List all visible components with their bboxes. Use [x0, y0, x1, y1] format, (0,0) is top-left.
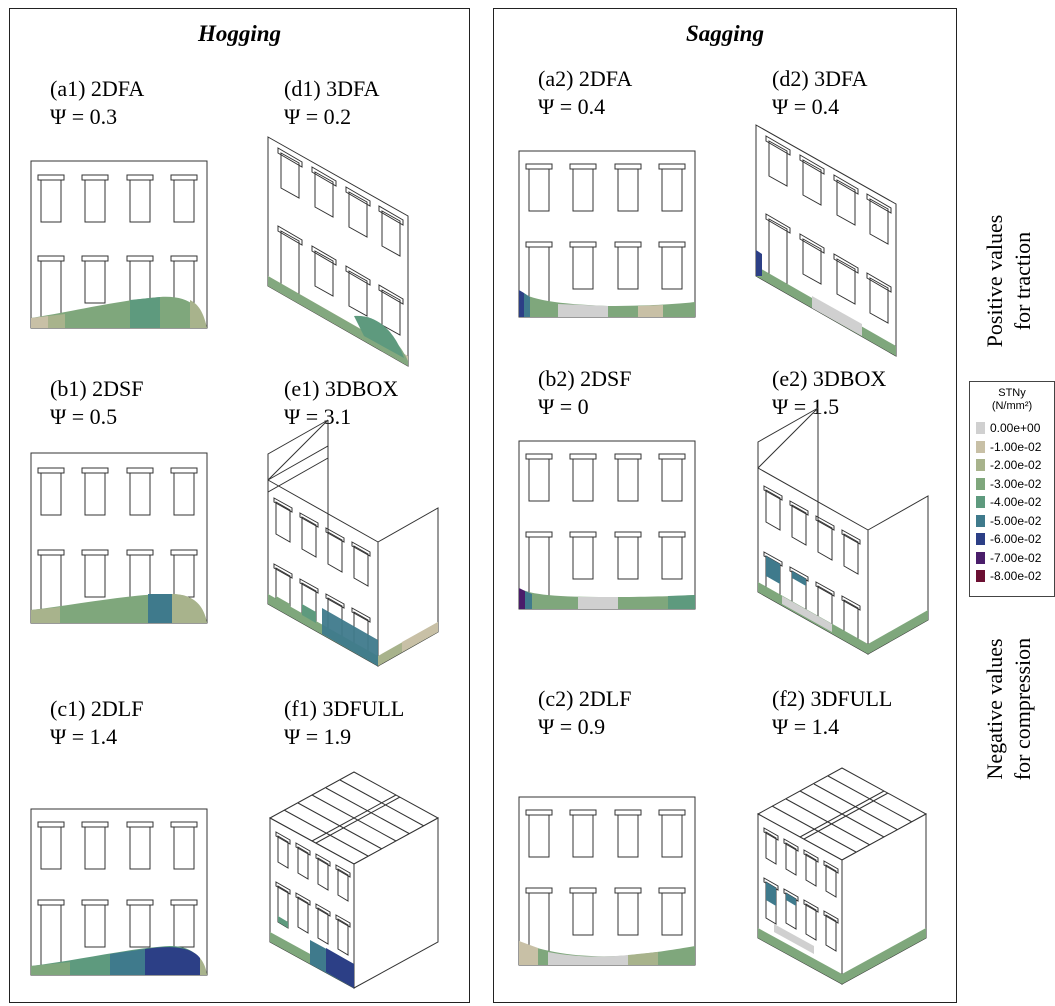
legend-swatch	[976, 477, 985, 490]
case-psi-a1: Ψ = 0.3	[50, 104, 118, 129]
legend-swatch	[976, 551, 985, 564]
legend-value: -7.00e-02	[990, 550, 1042, 565]
case-psi-e1: Ψ = 3.1	[284, 404, 352, 429]
legend-value: -4.00e-02	[990, 495, 1042, 509]
legend-entry: -8.00e-02	[976, 569, 1042, 583]
model-3dfa-sagging	[755, 124, 897, 357]
legend-value: -2.00e-02	[990, 458, 1042, 472]
hogging-panel: Hogging	[9, 8, 470, 1003]
positive-values-note: Positive values for traction	[981, 191, 1041, 371]
case-psi-c2: Ψ = 0.9	[538, 714, 606, 739]
model-2dlf-hogging	[30, 808, 208, 976]
case-psi-c1: Ψ = 1.4	[50, 724, 118, 749]
model-2dsf-sagging	[518, 440, 696, 610]
sagging-panel: Sagging	[493, 8, 957, 1003]
stress-legend: STNy (N/mm²) 0.00e+00 -1.00e-02 -2.00e-02 -…	[969, 381, 1055, 597]
case-label-f1: (f1) 3DFULL	[284, 696, 405, 721]
negative-values-note: Negative values for compression	[981, 611, 1041, 807]
positive-values-line2: for traction	[1010, 231, 1035, 331]
legend-value: 0.00e+00	[990, 421, 1041, 435]
case-label-b1: (b1) 2DSF	[50, 376, 144, 401]
case-label-d2: (d2) 3DFA	[772, 66, 868, 91]
case-psi-f2: Ψ = 1.4	[772, 714, 840, 739]
legend-swatch	[976, 533, 985, 545]
case-psi-f1: Ψ = 1.9	[284, 724, 352, 749]
legend-swatch	[976, 570, 985, 582]
model-3dfull-hogging	[268, 771, 440, 989]
legend-unit: (N/mm²)	[991, 400, 1033, 412]
model-3dfull-sagging	[756, 767, 928, 985]
legend-entry: -1.00e-02	[976, 439, 1042, 454]
legend-swatch	[976, 496, 985, 508]
case-label-b2: (b2) 2DSF	[538, 366, 632, 391]
model-2dfa-hogging	[30, 160, 208, 329]
legend-title: STNy	[998, 387, 1026, 399]
legend-entry: -2.00e-02	[976, 458, 1042, 472]
legend-entry: -7.00e-02	[976, 550, 1042, 565]
case-label-a1: (a1) 2DFA	[50, 76, 145, 101]
legend-entry: 0.00e+00	[976, 421, 1041, 435]
model-3dbox-sagging	[757, 407, 929, 655]
case-psi-d1: Ψ = 0.2	[284, 104, 352, 129]
model-3dbox-hogging	[267, 419, 439, 667]
legend-value: -1.00e-02	[990, 439, 1042, 454]
case-label-d1: (d1) 3DFA	[284, 76, 380, 101]
case-psi-d2: Ψ = 0.4	[772, 94, 840, 119]
model-2dfa-sagging	[518, 150, 696, 318]
case-label-c2: (c2) 2DLF	[538, 686, 632, 711]
case-psi-b1: Ψ = 0.5	[50, 404, 118, 429]
legend-swatch	[976, 422, 985, 434]
legend-entry: -4.00e-02	[976, 495, 1042, 509]
legend-swatch	[976, 459, 985, 471]
case-label-c1: (c1) 2DLF	[50, 696, 144, 721]
case-label-a2: (a2) 2DFA	[538, 66, 633, 91]
hogging-title: Hogging	[197, 21, 282, 46]
model-3dfa-hogging	[267, 136, 409, 367]
case-label-e1: (e1) 3DBOX	[284, 376, 399, 401]
case-psi-b2: Ψ = 0	[538, 394, 589, 419]
negative-values-line2: for compression	[1010, 637, 1035, 781]
model-2dlf-sagging	[518, 796, 696, 966]
case-psi-e2: Ψ = 1.5	[772, 394, 840, 419]
case-label-f2: (f2) 3DFULL	[772, 686, 893, 711]
legend-value: -5.00e-02	[990, 513, 1042, 528]
legend-swatch	[976, 514, 985, 527]
case-psi-a2: Ψ = 0.4	[538, 94, 606, 119]
legend-entry: -3.00e-02	[976, 476, 1042, 491]
legend-entry: -6.00e-02	[976, 532, 1042, 546]
legend-entry: -5.00e-02	[976, 513, 1042, 528]
legend-value: -6.00e-02	[990, 532, 1042, 546]
legend-value: -3.00e-02	[990, 476, 1042, 491]
negative-values-line1: Negative values	[982, 638, 1007, 780]
legend-value: -8.00e-02	[990, 569, 1042, 583]
legend-swatch	[976, 440, 985, 453]
model-2dsf-hogging	[30, 452, 208, 624]
sagging-title: Sagging	[686, 21, 764, 46]
case-label-e2: (e2) 3DBOX	[772, 366, 887, 391]
positive-values-line1: Positive values	[982, 214, 1007, 348]
